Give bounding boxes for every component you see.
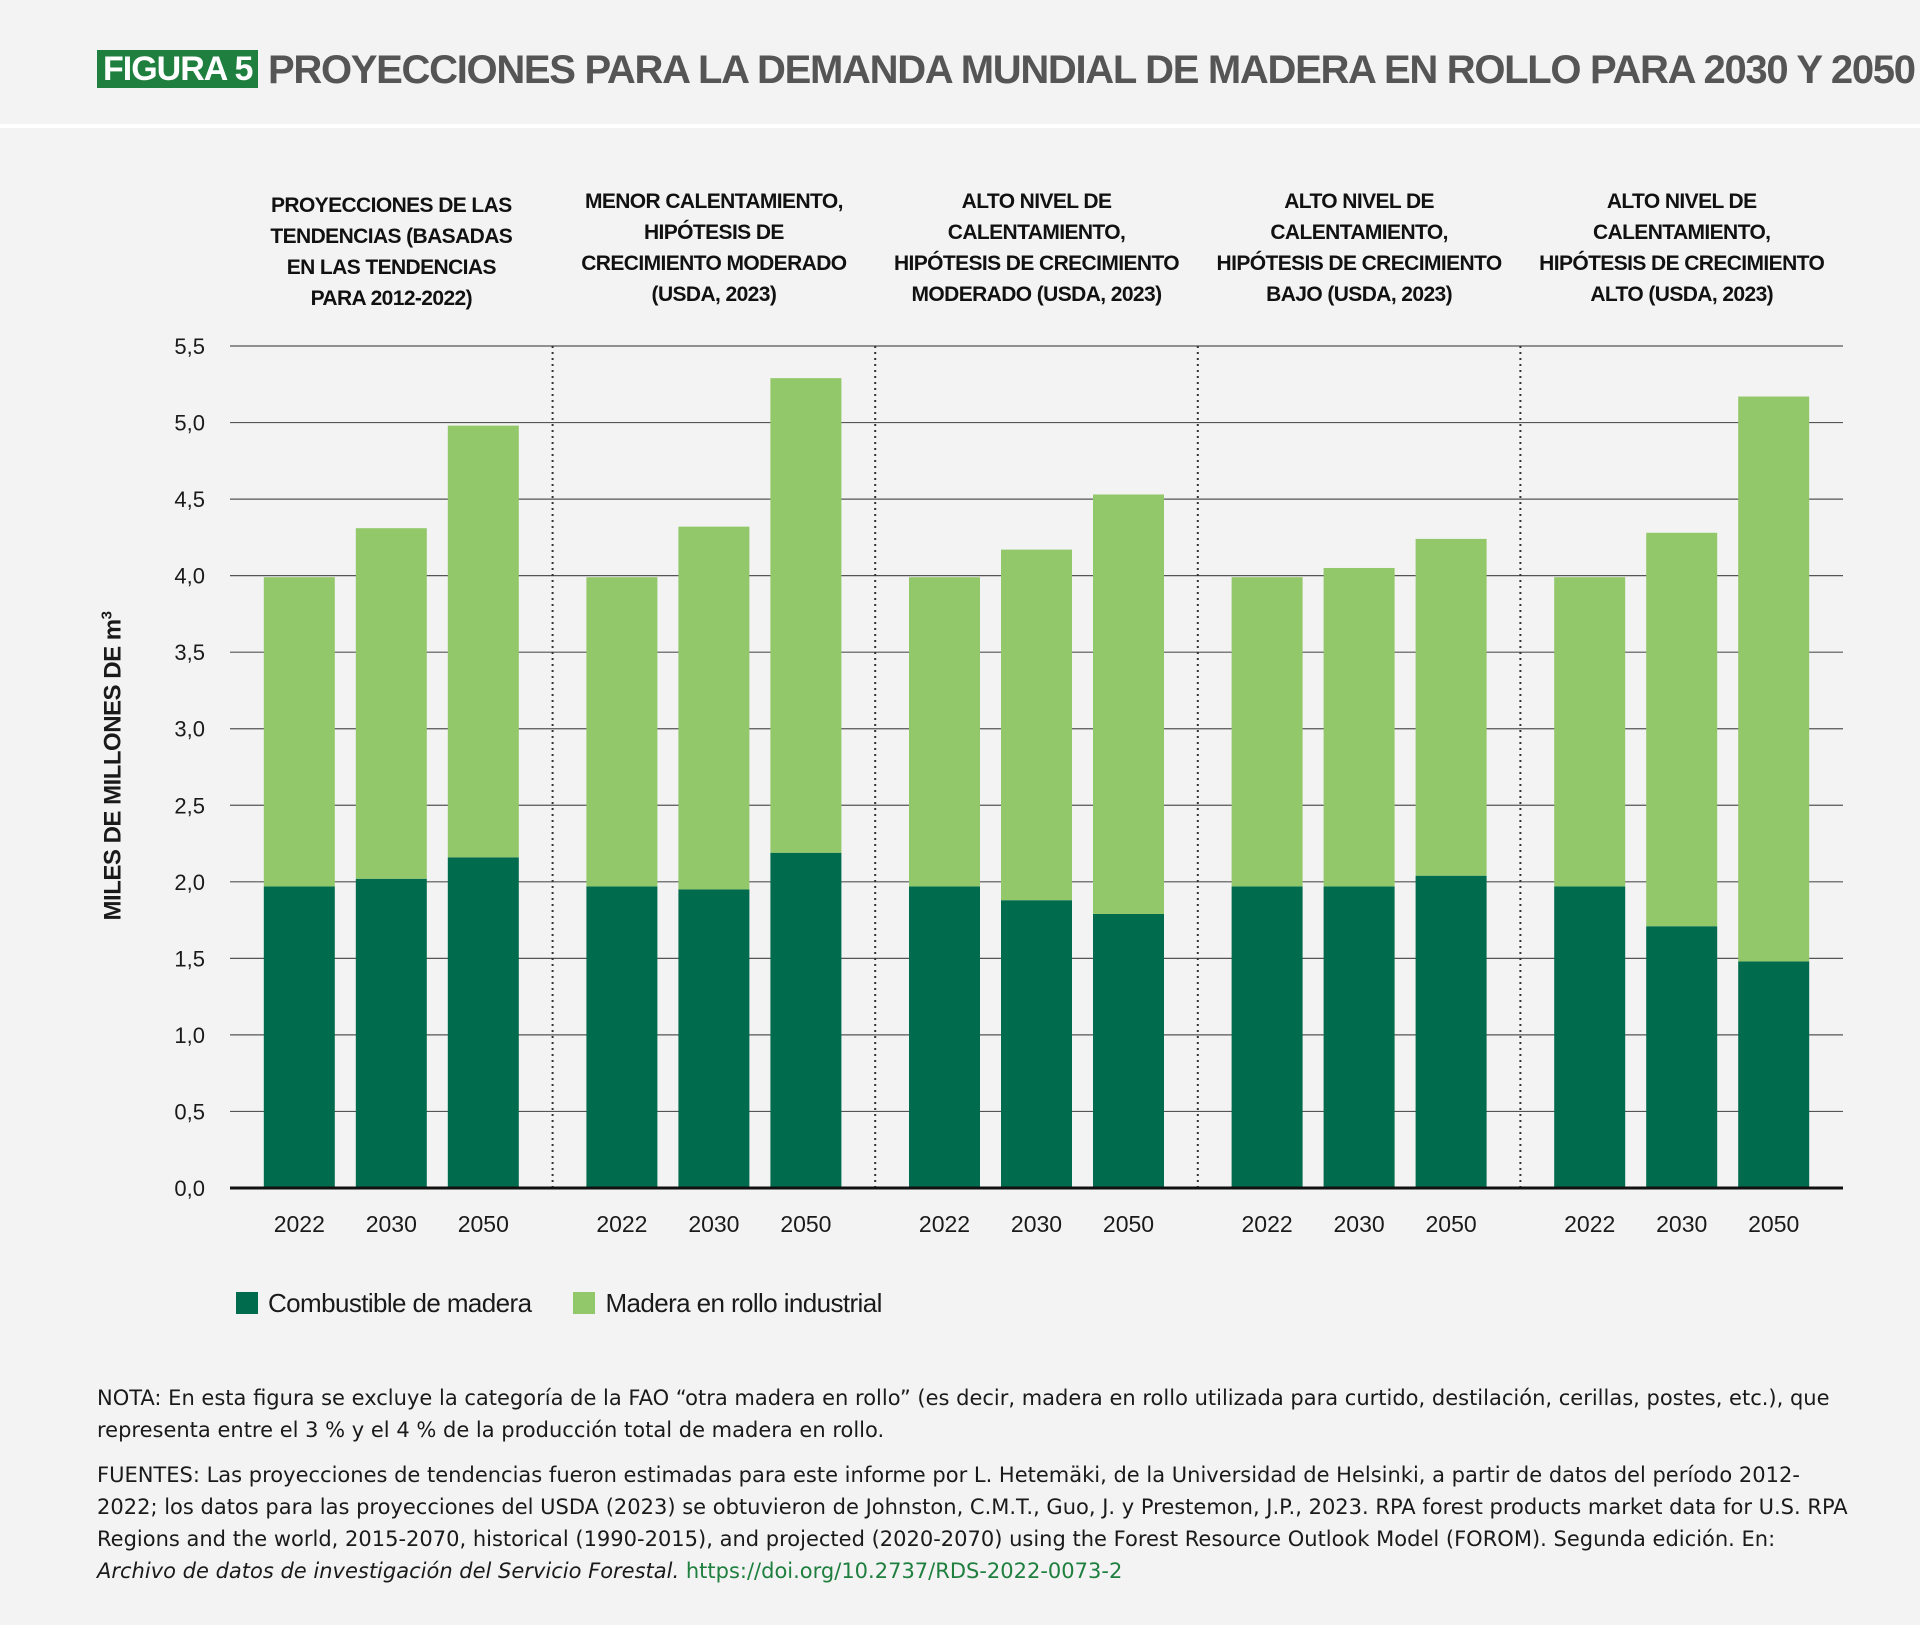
group-title-line: MODERADO (USDA, 2023) xyxy=(911,283,1163,306)
x-tick-label: 2050 xyxy=(1426,1211,1477,1237)
group-title-line: HIPÓTESIS DE CRECIMIENTO xyxy=(1539,252,1825,275)
legend-label-fuelwood: Combustible de madera xyxy=(268,1287,532,1318)
x-tick-label: 2050 xyxy=(1748,1211,1799,1237)
group-title: ALTO NIVEL DE CALENTAMIENTO, HIPÓTESIS DE … xyxy=(1209,186,1509,310)
bar-fuelwood xyxy=(263,886,335,1188)
group-title-line: ALTO NIVEL DE xyxy=(1606,190,1757,213)
bar-industrial xyxy=(1231,577,1303,887)
y-tick-label: 5,0 xyxy=(174,411,205,436)
figure-title: PROYECCIONES PARA LA DEMANDA MUNDIAL DE … xyxy=(268,48,1916,92)
group-title: ALTO NIVEL DE CALENTAMIENTO, HIPÓTESIS DE … xyxy=(887,186,1187,310)
bar-fuelwood xyxy=(447,857,519,1188)
bar-industrial xyxy=(678,526,750,890)
sources-doi-link[interactable]: https://doi.org/10.2737/RDS-2022-0073-2 xyxy=(685,1559,1123,1583)
bar-fuelwood xyxy=(1554,886,1626,1188)
x-tick-label: 2022 xyxy=(919,1211,970,1237)
x-tick-label: 2022 xyxy=(596,1211,647,1237)
x-tick-label: 2030 xyxy=(1011,1211,1062,1237)
legend-item-fuelwood: Combustible de madera xyxy=(236,1287,532,1319)
bar-industrial xyxy=(263,577,335,887)
legend-label-industrial: Madera en rollo industrial xyxy=(605,1287,882,1318)
legend-swatch-fuelwood xyxy=(236,1292,258,1314)
bar-fuelwood xyxy=(1231,886,1303,1188)
group-title-line: (USDA, 2023) xyxy=(651,283,777,306)
bar-fuelwood xyxy=(1415,875,1487,1188)
bar-industrial xyxy=(355,528,427,879)
x-tick-label: 2030 xyxy=(688,1211,739,1237)
sources-text: FUENTES: Las proyecciones de tendencias … xyxy=(97,1459,1857,1587)
sources-main: FUENTES: Las proyecciones de tendencias … xyxy=(97,1463,1848,1551)
bar-industrial xyxy=(770,378,842,853)
group-title-line: HIPÓTESIS DE CRECIMIENTO xyxy=(893,252,1180,275)
bar-industrial xyxy=(1415,538,1487,876)
bar-industrial xyxy=(447,425,519,858)
bar-industrial xyxy=(1093,494,1164,914)
x-tick-label: 2022 xyxy=(1242,1211,1293,1237)
bar-fuelwood xyxy=(1001,900,1072,1188)
bar-industrial xyxy=(1323,567,1395,887)
bar-fuelwood xyxy=(1323,886,1395,1188)
x-tick-label: 2022 xyxy=(1564,1211,1615,1237)
bar-fuelwood xyxy=(1646,926,1718,1188)
legend-swatch-industrial xyxy=(573,1292,596,1314)
group-title-line: CALENTAMIENTO, xyxy=(947,221,1126,244)
group-title-line: BAJO (USDA, 2023) xyxy=(1266,283,1453,306)
bar-fuelwood xyxy=(586,886,658,1188)
chart-legend: Combustible de madera Madera en rollo in… xyxy=(236,1286,924,1320)
group-title: MENOR CALENTAMIENTO, HIPÓTESIS DE CRECIMIE… xyxy=(564,186,864,310)
bar-industrial xyxy=(1738,396,1810,962)
group-title-line: CALENTAMIENTO, xyxy=(1270,221,1448,244)
bar-industrial xyxy=(1554,577,1626,887)
y-tick-label: 1,5 xyxy=(174,946,205,971)
x-tick-label: 2050 xyxy=(1103,1211,1154,1237)
legend-item-industrial: Madera en rollo industrial xyxy=(573,1287,882,1319)
y-tick-label: 3,0 xyxy=(174,717,205,742)
group-title-line: TENDENCIAS (BASADAS xyxy=(270,225,513,248)
y-tick-label: 1,0 xyxy=(174,1023,205,1048)
bar-fuelwood xyxy=(1093,913,1164,1188)
group-title-line: PARA 2012-2022) xyxy=(310,287,473,310)
group-title-line: EN LAS TENDENCIAS xyxy=(286,256,497,279)
bar-fuelwood xyxy=(1738,961,1810,1188)
group-title-line: PROYECCIONES DE LAS xyxy=(270,194,512,217)
y-tick-label: 2,0 xyxy=(174,870,205,895)
bar-fuelwood xyxy=(355,878,427,1188)
group-title: ALTO NIVEL DE CALENTAMIENTO, HIPÓTESIS DE … xyxy=(1532,186,1832,310)
figure-header: FIGURA 5 PROYECCIONES PARA LA DEMANDA MU… xyxy=(0,0,1920,128)
y-tick-label: 5,5 xyxy=(174,334,205,359)
figure-label: FIGURA 5 xyxy=(97,50,259,88)
group-title-line: HIPÓTESIS DE CRECIMIENTO xyxy=(1216,252,1503,275)
stacked-bar-chart: 0,0 0,5 1,0 1,5 2,0 2,5 3,0 3,5 4,0 4,5 5,0 5,5 2022… xyxy=(174,334,1843,1237)
y-tick-label: 3,5 xyxy=(174,640,205,665)
x-tick-label: 2030 xyxy=(1656,1211,1707,1237)
y-tick-label: 0,5 xyxy=(174,1099,205,1124)
y-tick-label: 4,5 xyxy=(174,487,205,512)
bar-fuelwood xyxy=(678,889,750,1188)
note-text: NOTA: En esta figura se excluye la categ… xyxy=(97,1386,1830,1442)
x-tick-label: 2030 xyxy=(366,1211,417,1237)
bar-fuelwood xyxy=(770,852,842,1188)
x-tick-label: 2022 xyxy=(274,1211,325,1237)
bar-industrial xyxy=(1646,532,1718,927)
x-tick-label: 2050 xyxy=(780,1211,831,1237)
x-tick-label: 2050 xyxy=(458,1211,509,1237)
group-title-line: CRECIMIENTO MODERADO xyxy=(581,252,847,275)
bar-industrial xyxy=(1001,549,1072,901)
group-title-line: ALTO (USDA, 2023) xyxy=(1590,283,1774,306)
x-tick-label: 2030 xyxy=(1334,1211,1385,1237)
group-title: PROYECCIONES DE LAS TENDENCIAS (BASADAS EN… xyxy=(241,190,541,314)
bar-fuelwood xyxy=(909,886,980,1188)
group-title-line: ALTO NIVEL DE xyxy=(961,190,1112,213)
bar-industrial xyxy=(909,577,980,887)
group-title-line: HIPÓTESIS DE xyxy=(643,221,784,244)
group-title-line: CALENTAMIENTO, xyxy=(1592,221,1771,244)
sources-italic: Archivo de datos de investigación del Se… xyxy=(97,1559,680,1583)
bar-industrial xyxy=(586,577,658,887)
y-tick-label: 2,5 xyxy=(174,793,205,818)
group-title-line: MENOR CALENTAMIENTO, xyxy=(584,190,843,213)
y-tick-label: 4,0 xyxy=(174,564,205,589)
group-title-line: ALTO NIVEL DE xyxy=(1284,190,1434,213)
y-tick-label: 0,0 xyxy=(174,1176,205,1201)
